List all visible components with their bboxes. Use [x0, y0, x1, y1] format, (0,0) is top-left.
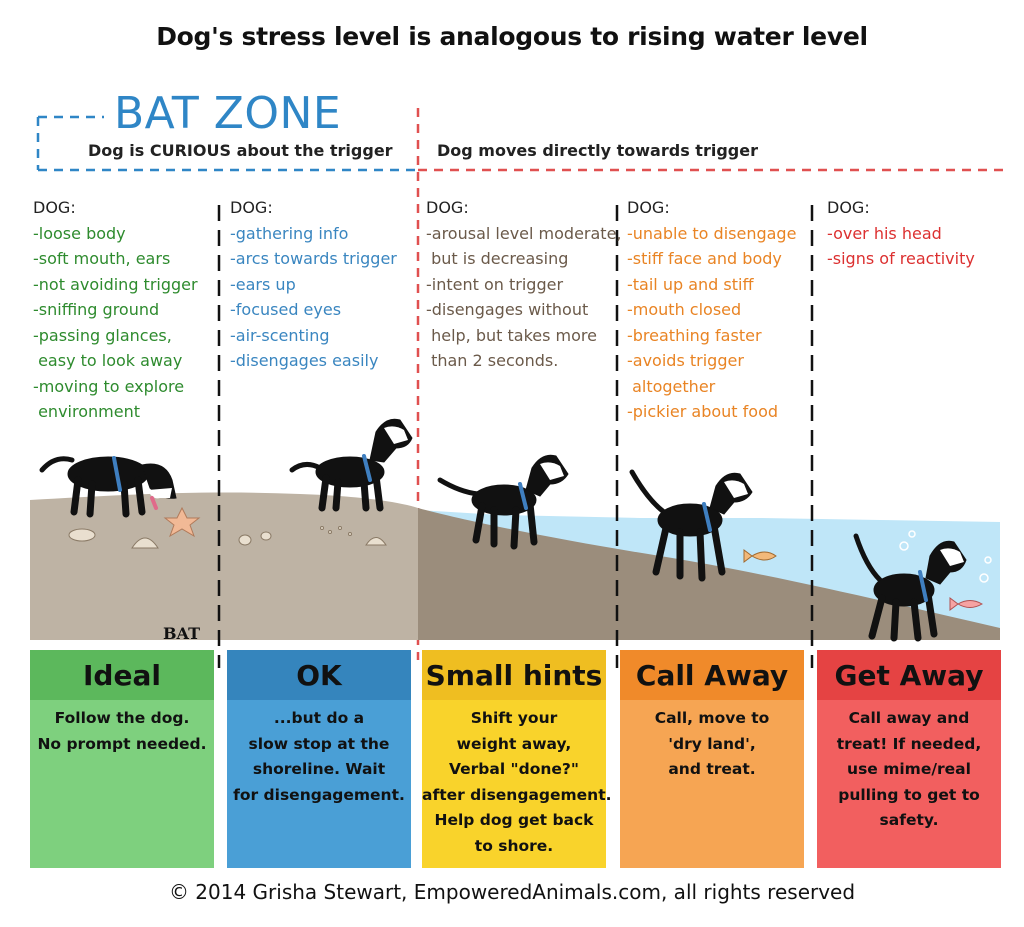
panel-line: and treat. [668, 760, 756, 778]
wet-sand [418, 508, 1000, 640]
sign-item: -intent on trigger [426, 274, 564, 294]
sign-item: altogether [627, 376, 716, 396]
signs-list: -arousal level moderate, but is decreasi… [426, 221, 622, 374]
panel-line: for disengagement. [233, 785, 405, 804]
panel-line: after disengagement. [422, 785, 612, 804]
panel-line: No prompt needed. [37, 734, 207, 753]
bat-logo: BAT [163, 624, 200, 643]
sign-item: -avoids trigger [627, 351, 744, 370]
dog-reactive [853, 533, 967, 642]
panel-line: weight away, [456, 734, 572, 753]
sign-item: -unable to disengage [627, 223, 797, 243]
signs-column-small-hints: DOG: -arousal level moderate, but is dec… [426, 195, 622, 374]
sign-item: -arcs towards trigger [230, 249, 397, 268]
sign-item: -stiff face and body [627, 249, 782, 268]
sign-item: -moving to explore [33, 376, 185, 396]
sign-item: easy to look away [33, 351, 183, 370]
dog-sniffing [39, 456, 177, 518]
panel-line: use mime/real [847, 760, 971, 778]
sign-item: than 2 seconds. [426, 351, 559, 370]
sign-item: -sniffing ground [33, 300, 160, 319]
panel-line: treat! If needed, [836, 734, 982, 753]
panel-heading-call-away: Call Away [620, 650, 804, 700]
signs-column-call-away: DOG: -unable to disengage -stiff face and… [627, 195, 822, 425]
sign-item: -disengages without [426, 300, 589, 319]
panel-heading-ok: OK [227, 650, 411, 700]
bat-zone-description: Dog is CURIOUS about the trigger [88, 141, 393, 160]
column-header: DOG: [827, 198, 870, 217]
sign-item: -loose body [33, 223, 126, 243]
panel-heading-small-hints: Small hints [422, 650, 606, 700]
column-dividers [217, 205, 814, 668]
dog-alert [289, 418, 413, 512]
sign-item: -breathing faster [627, 325, 762, 345]
panel-heading-ideal: Ideal [30, 650, 214, 700]
sign-item: -signs of reactivity [827, 249, 975, 268]
panel-body-ok: ...but do a slow stop at the shoreline. Wa… [227, 700, 411, 868]
panel-line: Call away and [848, 709, 970, 727]
sign-item: but is decreasing [426, 249, 569, 268]
signs-list: -over his head -signs of reactivity [827, 221, 1022, 272]
signs-list: -gathering info -arcs towards trigger -ear… [230, 221, 425, 374]
page-title: Dog's stress level is analogous to risin… [156, 22, 868, 51]
panel-line: Verbal "done?" [448, 760, 579, 778]
sign-item: -air-scenting [230, 325, 330, 345]
sign-item: -mouth closed [627, 300, 742, 319]
sign-item: -pickier about food [627, 402, 779, 421]
signs-column-ideal: DOG: -loose body -soft mouth, ears -not av… [33, 195, 228, 425]
sign-item: environment [33, 402, 140, 421]
sign-item: -ears up [230, 274, 296, 294]
column-header: DOG: [230, 198, 273, 217]
signs-column-ok: DOG: -gathering info -arcs towards trigge… [230, 195, 425, 374]
panel-line: Follow the dog. [54, 709, 190, 727]
bubbles [899, 530, 992, 583]
sign-item: -gathering info [230, 223, 349, 243]
fish-icon [743, 549, 777, 563]
signs-column-get-away: DOG: -over his head -signs of reactivity [827, 195, 1022, 272]
panel-line: slow stop at the [248, 734, 390, 753]
column-header: DOG: [33, 198, 76, 217]
panel-line: shoreline. Wait [252, 760, 386, 778]
dog-stiff [629, 469, 753, 582]
panel-line: Shift your [470, 709, 558, 727]
dog-walking [437, 454, 569, 550]
sign-item: -arousal level moderate, [426, 223, 622, 243]
panel-line: ...but do a [273, 709, 365, 727]
panel-body-call-away: Call, move to 'dry land', and treat. [620, 700, 804, 868]
trigger-zone-description: Dog moves directly towards trigger [437, 141, 758, 160]
panel-line: Help dog get back [434, 811, 594, 829]
bat-zone-heading: BAT ZONE [114, 88, 342, 139]
sign-item: -over his head [827, 223, 942, 243]
panel-body-small-hints: Shift your weight away, Verbal "done?" afte… [422, 700, 612, 868]
panel-line: to shore. [474, 836, 554, 855]
sign-item: -soft mouth, ears [33, 249, 171, 268]
column-header: DOG: [426, 198, 469, 217]
sign-item: -disengages easily [230, 351, 379, 370]
sign-item: -passing glances, [33, 325, 172, 345]
bat-zone-bracket [36, 115, 418, 172]
fish-icon-2 [949, 597, 983, 611]
sign-item: -focused eyes [230, 300, 342, 319]
sign-item: -tail up and stiff [627, 274, 754, 294]
copyright-footer: © 2014 Grisha Stewart, EmpoweredAnimals.… [168, 880, 856, 904]
seashells [68, 526, 387, 549]
panel-line: pulling to get to [838, 785, 980, 804]
sign-item: -not avoiding trigger [33, 274, 198, 294]
sign-item: help, but takes more [426, 325, 597, 345]
panel-body-ideal: Follow the dog. No prompt needed. [30, 700, 214, 868]
signs-list: -unable to disengage -stiff face and body… [627, 221, 822, 425]
signs-list: -loose body -soft mouth, ears -not avoidin… [33, 221, 228, 425]
panel-heading-get-away: Get Away [817, 650, 1001, 700]
panel-body-get-away: Call away and treat! If needed, use mime/r… [817, 700, 1001, 868]
panel-line: 'dry land', [668, 734, 756, 753]
panel-line: Call, move to [654, 709, 770, 727]
panel-line: safety. [879, 811, 939, 829]
starfish-icon [163, 506, 201, 538]
trigger-zone-bracket [416, 108, 1010, 660]
column-header: DOG: [627, 198, 670, 217]
